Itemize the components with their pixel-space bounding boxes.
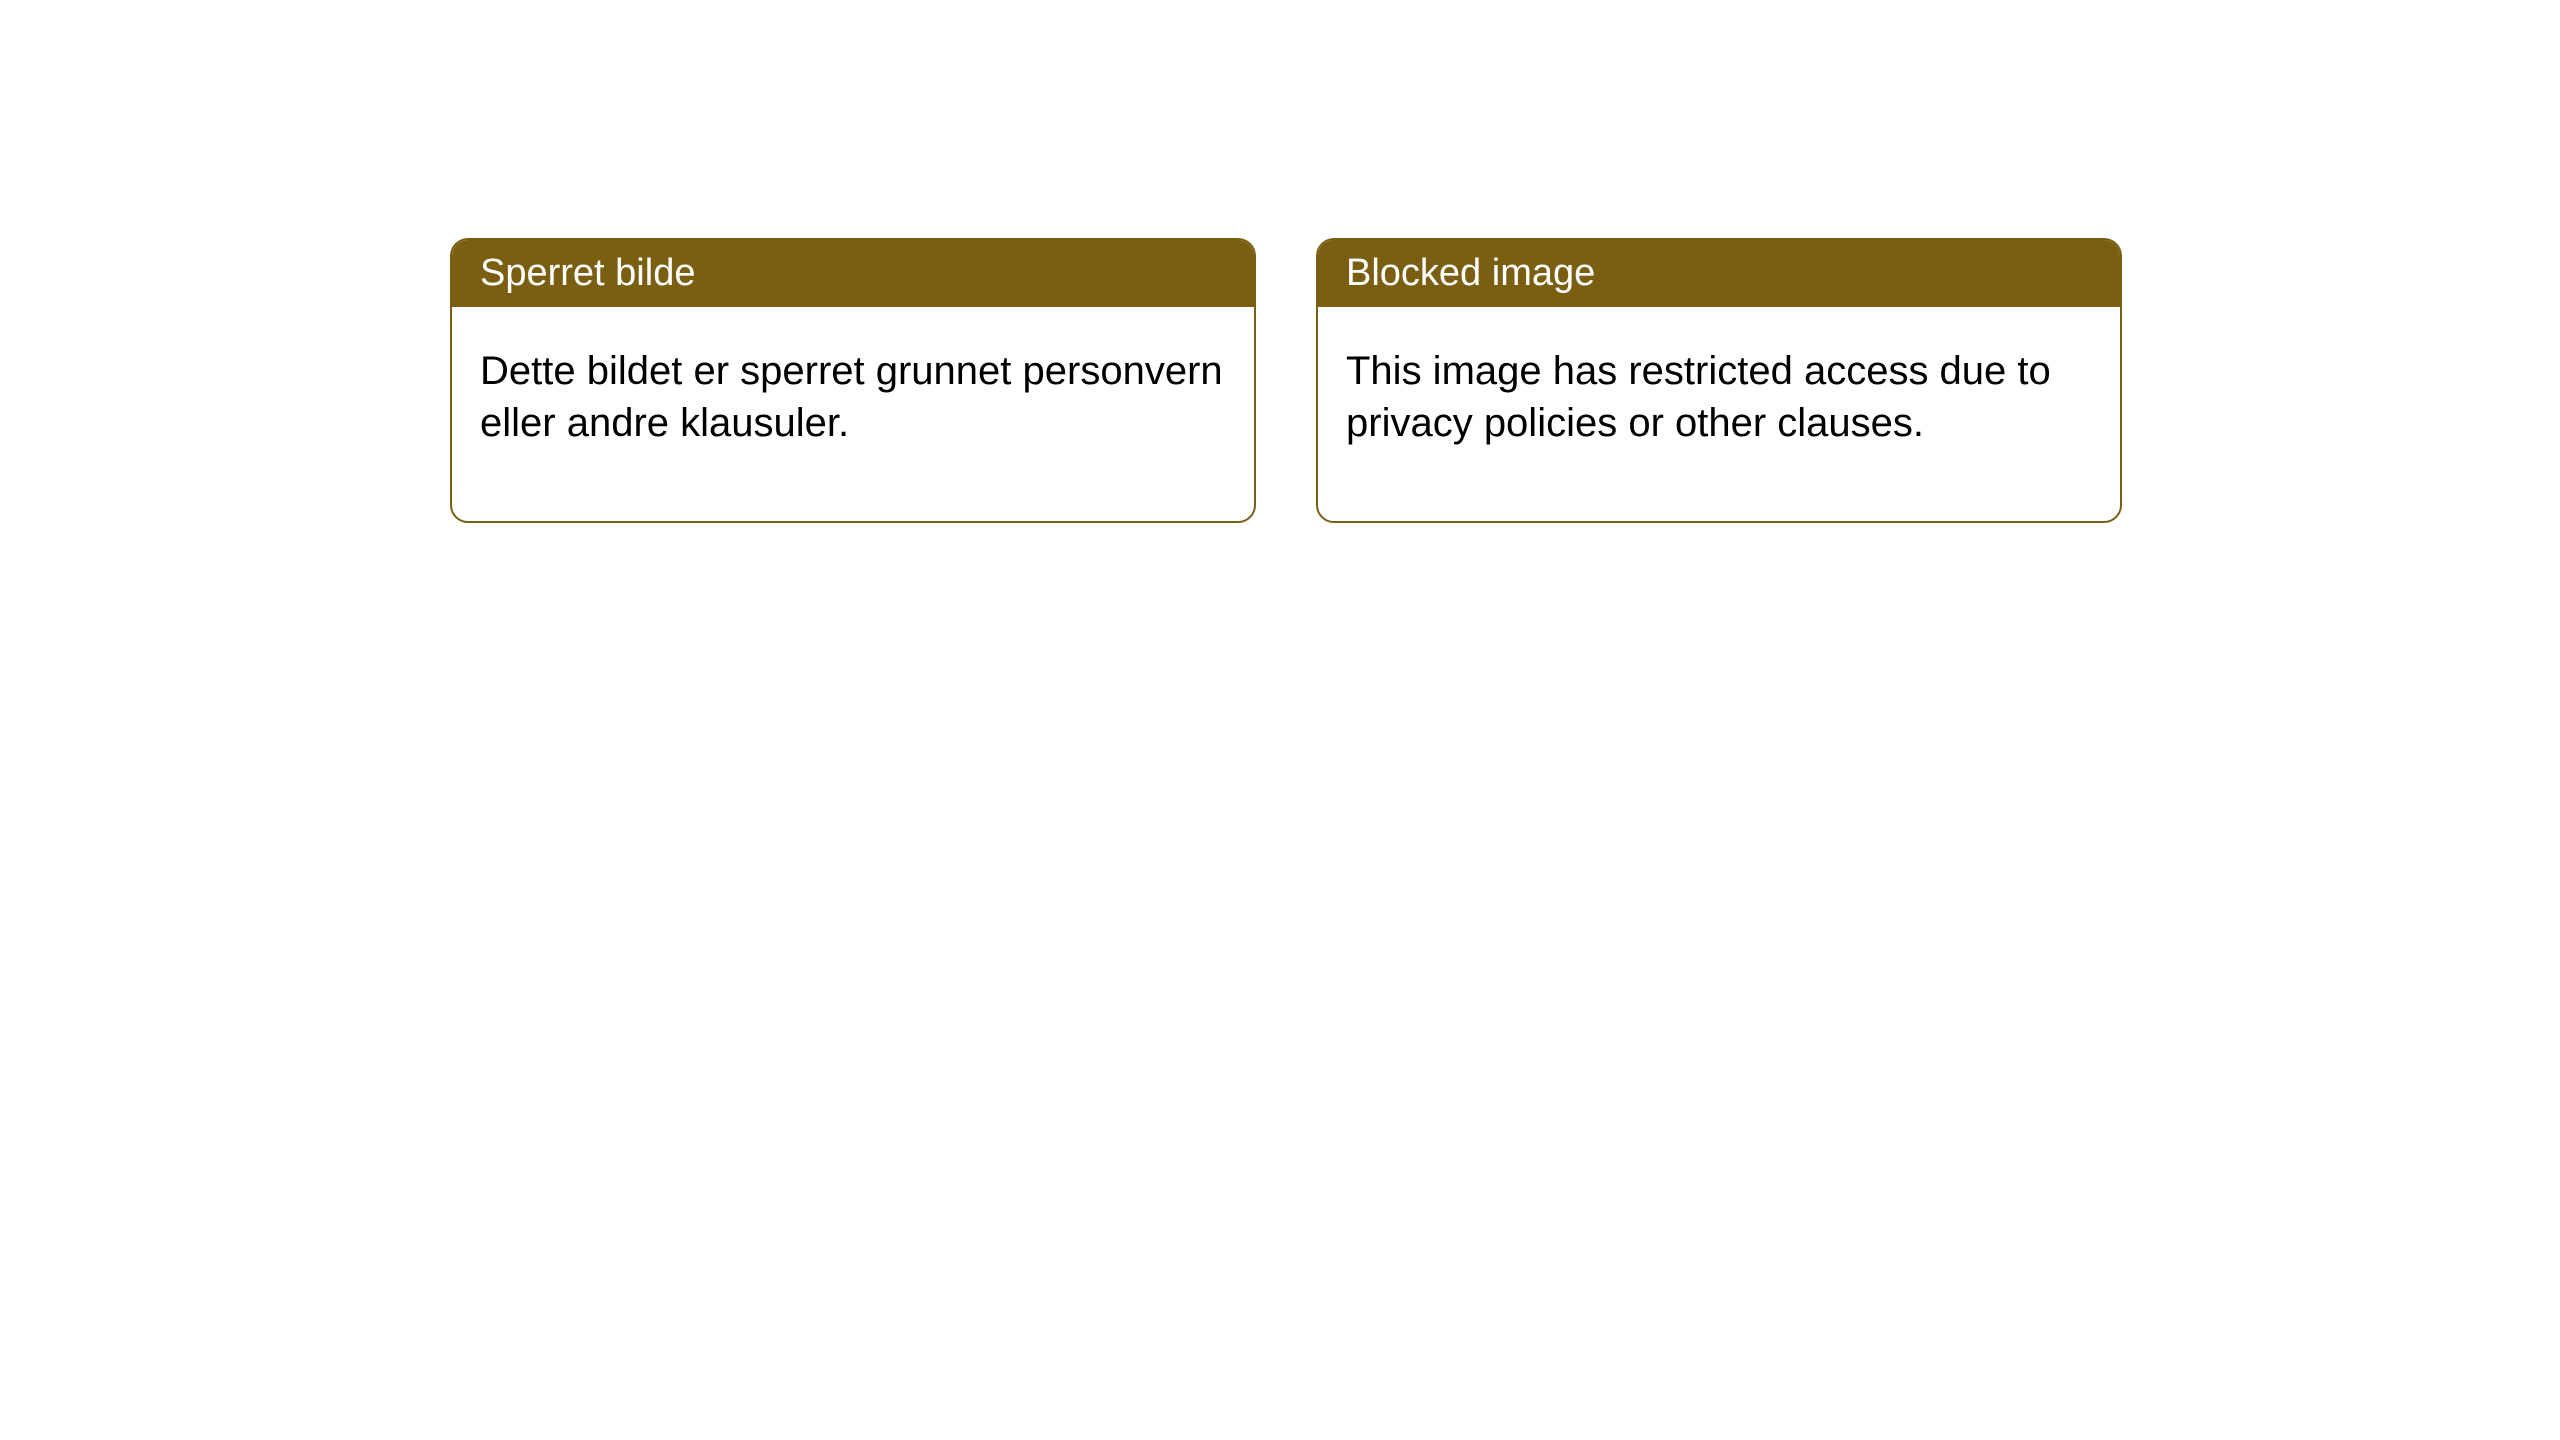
cards-container: Sperret bilde Dette bildet er sperret gr…: [450, 238, 2122, 523]
card-title-english: Blocked image: [1346, 252, 1595, 294]
card-title-norwegian: Sperret bilde: [480, 252, 695, 294]
blocked-image-card-norwegian: Sperret bilde Dette bildet er sperret gr…: [450, 238, 1256, 523]
card-header-english: Blocked image: [1318, 240, 2120, 307]
card-text-english: This image has restricted access due to …: [1346, 349, 2051, 445]
card-body-norwegian: Dette bildet er sperret grunnet personve…: [452, 307, 1254, 521]
blocked-image-card-english: Blocked image This image has restricted …: [1316, 238, 2122, 523]
card-text-norwegian: Dette bildet er sperret grunnet personve…: [480, 349, 1223, 445]
card-header-norwegian: Sperret bilde: [452, 240, 1254, 307]
card-body-english: This image has restricted access due to …: [1318, 307, 2120, 521]
